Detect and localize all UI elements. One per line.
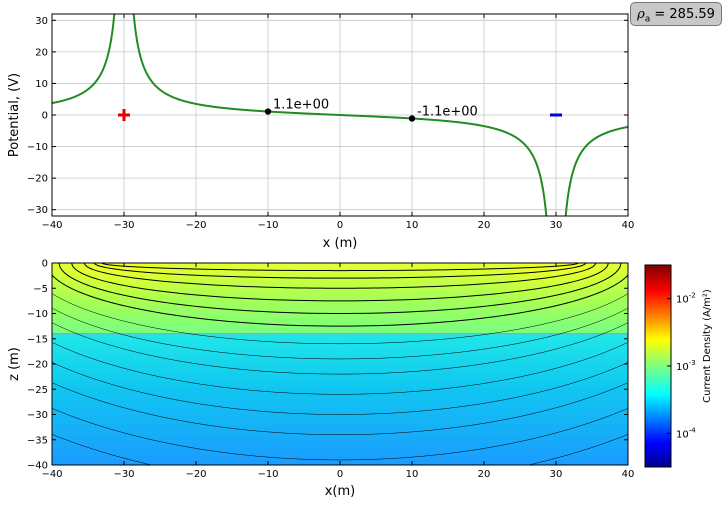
- y-tick-label: 10: [35, 79, 48, 90]
- x-tick-label: 40: [622, 469, 635, 480]
- x-tick-label: −20: [185, 469, 206, 480]
- x-tick-label: 0: [337, 220, 343, 231]
- rho-subscript: a: [644, 14, 651, 25]
- streamline-arrow: [605, 439, 614, 443]
- y-tick-label: −25: [27, 385, 48, 396]
- streamline: [52, 274, 628, 327]
- x-tick-label: 30: [550, 220, 563, 231]
- streamline-arrow: [127, 369, 134, 371]
- potential-point: [408, 115, 416, 122]
- rho-symbol: ρ: [637, 7, 645, 22]
- streamline-arrow: [505, 303, 510, 304]
- potential-curve: [52, 14, 628, 216]
- y-tick-label: −30: [27, 410, 48, 421]
- potential-ticks: −40 −30 −20 −10 0 10 20 30 40 −30 −20 −10 0 10 20 30: [27, 14, 634, 231]
- streamline-arrow: [590, 419, 599, 423]
- colorbar-gradient: [644, 264, 672, 468]
- y-tick-label: −30: [27, 205, 48, 216]
- streamline-arrow: [540, 351, 547, 353]
- potential-point: [264, 108, 272, 115]
- streamline-arrow: [522, 327, 529, 329]
- x-tick-label: 10: [406, 220, 419, 231]
- potential-point-label: 1.1e+00: [273, 98, 329, 113]
- colorbar-tick-label: 10-3: [676, 359, 696, 373]
- x-tick-label: −40: [41, 220, 62, 231]
- x-tick-label: −30: [113, 469, 134, 480]
- potential-point-label: -1.1e+00: [417, 104, 478, 119]
- colorbar-label: Current Density (A/m²): [702, 289, 713, 403]
- streamline: [71, 263, 609, 302]
- x-tick-label: −10: [257, 469, 278, 480]
- y-tick-label: 0: [42, 259, 48, 270]
- y-tick-label: −40: [27, 461, 48, 472]
- x-tick-label: 30: [550, 469, 563, 480]
- y-tick-label: 20: [35, 47, 48, 58]
- streamline-arrow: [647, 496, 655, 499]
- rho-value: = 285.59: [654, 7, 715, 22]
- current-density-y-label: z (m): [7, 347, 22, 381]
- y-tick-label: −15: [27, 334, 48, 345]
- x-tick-label: 20: [478, 469, 491, 480]
- y-tick-label: 0: [42, 111, 48, 122]
- x-tick-label: 10: [406, 469, 419, 480]
- streamline-arrow: [115, 385, 123, 388]
- streamline-arrow: [167, 314, 173, 316]
- current-density-ticks: −40 −30 −20 −10 0 10 20 30 40 0 −5 −10 −15 −20 −25 −30 −…: [27, 259, 634, 481]
- streamline-arrow: [531, 339, 538, 341]
- streamline-arrow: [103, 401, 111, 405]
- x-tick-label: −10: [257, 220, 278, 231]
- y-tick-label: −35: [27, 435, 48, 446]
- potential-panel: 1.1e+00 -1.1e+00 −40 −30 −20 −10 0 10 20 30 40 −30…: [7, 13, 634, 251]
- colorbar-tick-label: 10-4: [676, 426, 696, 440]
- current-streamlines: [33, 263, 655, 503]
- streamline-arrow: [512, 313, 518, 315]
- y-tick-label: −20: [27, 174, 48, 185]
- streamline-arrow: [89, 422, 97, 425]
- potential-x-label: x (m): [323, 236, 358, 251]
- colorbar-tick-label: 10-2: [676, 292, 696, 306]
- y-tick-label: −5: [33, 284, 48, 295]
- current-density-panel: −40 −30 −20 −10 0 10 20 30 40 0 −5 −10 −15 −20 −25 −30 −…: [7, 259, 655, 503]
- potential-markers: 1.1e+00 -1.1e+00: [118, 98, 562, 122]
- streamline-arrow: [157, 328, 163, 330]
- x-tick-label: −30: [113, 220, 134, 231]
- streamline-arrow: [552, 367, 559, 370]
- current-density-map: [33, 263, 655, 503]
- streamline-arrow: [74, 442, 82, 446]
- y-tick-label: −10: [27, 142, 48, 153]
- x-tick-label: −20: [185, 220, 206, 231]
- colorbar: 10-2 10-3 10-4 Current Density (A/m²): [644, 264, 713, 468]
- current-density-x-label: x(m): [325, 484, 356, 499]
- y-tick-label: −20: [27, 360, 48, 371]
- streamline-arrow: [576, 399, 583, 402]
- streamline-arrow: [139, 352, 146, 355]
- x-tick-label: −40: [41, 469, 62, 480]
- streamline-arrow: [33, 500, 42, 503]
- x-tick-label: 0: [337, 469, 343, 480]
- y-tick-label: −10: [27, 309, 48, 320]
- potential-y-label: Potential, (V): [7, 73, 22, 157]
- streamline-arrow: [564, 383, 571, 386]
- apparent-resistivity-box: ρa = 285.59: [630, 2, 722, 26]
- streamline-arrow: [174, 303, 180, 305]
- x-tick-label: 40: [622, 220, 635, 231]
- streamline-arrow: [148, 340, 154, 342]
- x-tick-label: 20: [478, 220, 491, 231]
- colorbar-ticks: 10-2 10-3 10-4: [667, 292, 696, 440]
- y-tick-label: 30: [35, 16, 48, 27]
